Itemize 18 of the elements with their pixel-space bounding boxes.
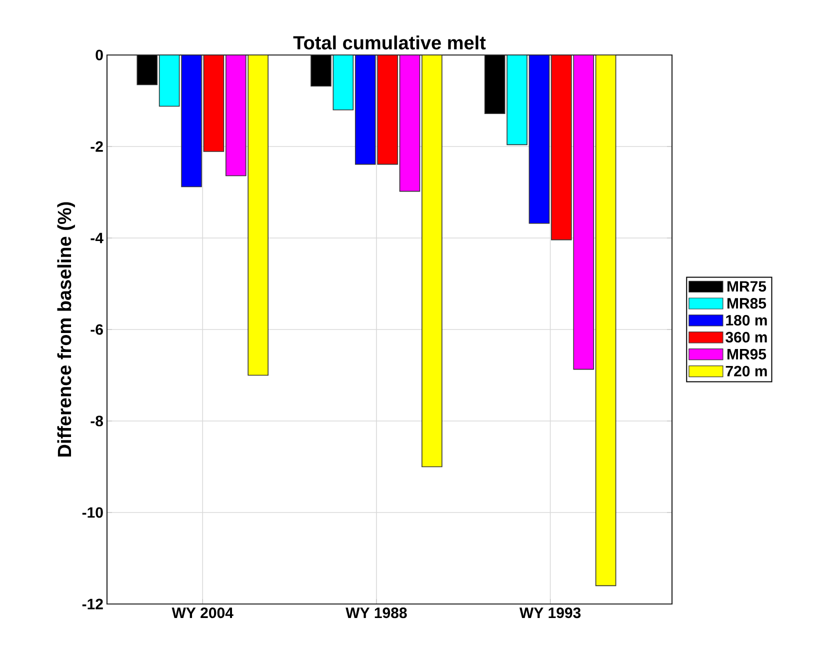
legend-label: MR85 [727, 298, 766, 309]
y-tick-label: -2 [90, 141, 103, 152]
legend-label: 180 m [726, 314, 767, 326]
legend-label: MR75 [727, 281, 766, 292]
x-tick-label: WY 2004 [172, 608, 234, 618]
legend-label: 720 m [726, 366, 767, 376]
y-tick-label: -8 [90, 416, 104, 426]
legend-label: 360 m [726, 332, 767, 343]
y-tick-label: -6 [90, 324, 103, 335]
legend-label: MR95 [727, 348, 766, 360]
x-tick-label: WY 1988 [346, 608, 407, 618]
y-tick-label: 0 [96, 50, 103, 60]
y-tick-label: -10 [82, 507, 103, 518]
y-axis-title: Difference from baseline (%) [57, 202, 75, 457]
y-tick-label: -4 [90, 232, 104, 244]
chart-title: Total cumulative melt [293, 36, 486, 50]
y-tick-label: -12 [82, 598, 103, 610]
x-tick-label: WY 1993 [519, 608, 581, 618]
